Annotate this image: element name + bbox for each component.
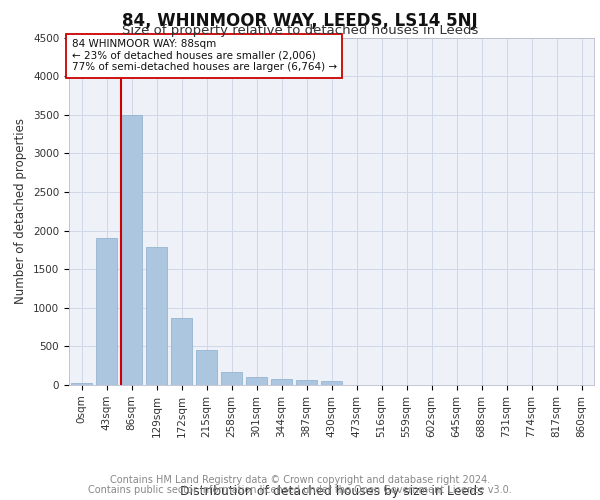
Bar xyxy=(221,372,242,385)
Text: 84, WHINMOOR WAY, LEEDS, LS14 5NJ: 84, WHINMOOR WAY, LEEDS, LS14 5NJ xyxy=(122,12,478,30)
X-axis label: Distribution of detached houses by size in Leeds: Distribution of detached houses by size … xyxy=(179,486,484,498)
Y-axis label: Number of detached properties: Number of detached properties xyxy=(14,118,28,304)
Bar xyxy=(321,381,342,385)
Bar xyxy=(246,376,267,385)
Bar xyxy=(121,114,142,385)
Bar xyxy=(146,247,167,385)
Text: 84 WHINMOOR WAY: 88sqm
← 23% of detached houses are smaller (2,006)
77% of semi-: 84 WHINMOOR WAY: 88sqm ← 23% of detached… xyxy=(71,39,337,72)
Text: Contains public sector information licensed under the Open Government Licence v3: Contains public sector information licen… xyxy=(88,485,512,495)
Text: Contains HM Land Registry data © Crown copyright and database right 2024.: Contains HM Land Registry data © Crown c… xyxy=(110,475,490,485)
Bar xyxy=(196,350,217,385)
Text: Size of property relative to detached houses in Leeds: Size of property relative to detached ho… xyxy=(122,24,478,37)
Bar xyxy=(71,382,92,385)
Bar xyxy=(96,238,117,385)
Bar xyxy=(296,380,317,385)
Bar xyxy=(171,318,192,385)
Bar xyxy=(271,379,292,385)
